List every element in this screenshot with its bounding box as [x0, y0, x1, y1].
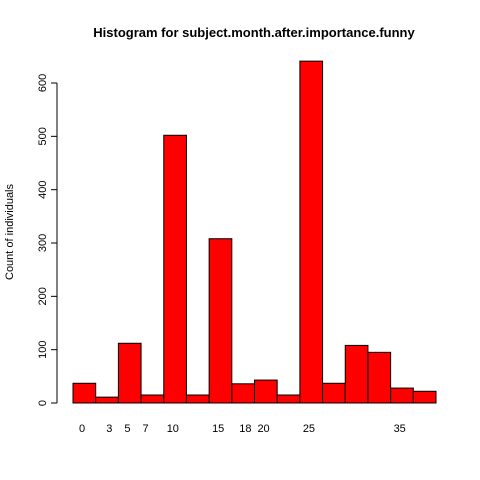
histogram-bar-5: [185, 394, 210, 404]
y-axis: 0 100 200 300 400 500 600: [37, 74, 58, 406]
bars-group: [72, 60, 437, 404]
x-axis: 0 3 5 7 10 15 18 20 25 35: [79, 423, 406, 435]
histogram-bar-6: [208, 238, 233, 404]
histogram-bar-2: [117, 342, 142, 404]
x-tick-label: 25: [303, 423, 315, 435]
histogram-bar-3: [140, 394, 165, 404]
y-tick-label: 600: [37, 74, 49, 92]
x-tick-label: 20: [257, 423, 269, 435]
y-tick-label: 0: [37, 400, 49, 406]
chart-title: Histogram for subject.month.after.import…: [93, 25, 415, 40]
y-axis-label: Count of individuals: [4, 184, 16, 281]
x-tick-label: 15: [212, 423, 224, 435]
histogram-bar-8: [254, 379, 278, 404]
histogram-bar-4: [163, 134, 187, 404]
y-tick-label: 300: [37, 234, 49, 252]
histogram-bar-12: [344, 344, 369, 404]
histogram-bar-7: [231, 383, 255, 404]
x-tick-label: 7: [143, 423, 149, 435]
histogram-bar-14: [390, 387, 414, 404]
x-tick-label: 5: [124, 423, 130, 435]
y-tick-label: 100: [37, 340, 49, 358]
histogram-bar-1: [95, 396, 119, 404]
y-tick-label: 500: [37, 127, 49, 145]
x-tick-label: 0: [79, 423, 85, 435]
x-tick-label: 10: [167, 423, 179, 435]
x-tick-label: 3: [106, 423, 112, 435]
histogram-bar-11: [322, 382, 346, 404]
y-tick-label: 400: [37, 180, 49, 198]
histogram-bar-10: [299, 60, 324, 404]
histogram-bar-0: [72, 382, 97, 404]
histogram-bar-15: [412, 390, 437, 404]
x-tick-label: 35: [394, 423, 406, 435]
histogram-bar-13: [367, 351, 392, 404]
histogram-bar-9: [276, 394, 301, 404]
x-tick-label: 18: [239, 423, 251, 435]
y-tick-label: 200: [37, 287, 49, 305]
